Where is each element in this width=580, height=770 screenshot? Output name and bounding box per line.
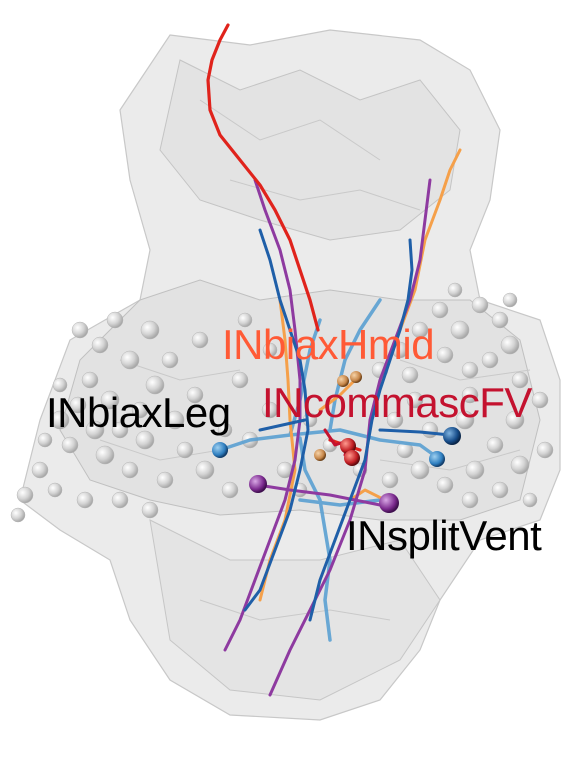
label-incommascfv: INcommascFV	[262, 379, 532, 426]
label-inbiaxhmid: INbiaxHmid	[222, 321, 435, 368]
soma-darkblue-right	[443, 427, 461, 445]
soma-purple-left	[249, 475, 267, 493]
soma-tan-2	[337, 375, 349, 387]
label-insplitvent: INsplitVent	[346, 512, 542, 559]
soma-cloud	[10, 282, 554, 523]
light-blue-neuron	[218, 298, 440, 642]
soma-tan-3	[350, 371, 362, 383]
soma-purple-right	[379, 493, 399, 513]
orange-neuron	[258, 148, 462, 602]
cns-mesh	[19, 29, 561, 721]
soma-blue-left	[212, 442, 228, 458]
soma-blue-right	[429, 451, 445, 467]
label-inbiaxleg: INbiaxLeg	[46, 389, 231, 436]
somata	[212, 371, 461, 513]
soma-tan-1	[314, 449, 326, 461]
blue-neuron	[243, 228, 452, 622]
soma-red-2	[344, 450, 360, 466]
